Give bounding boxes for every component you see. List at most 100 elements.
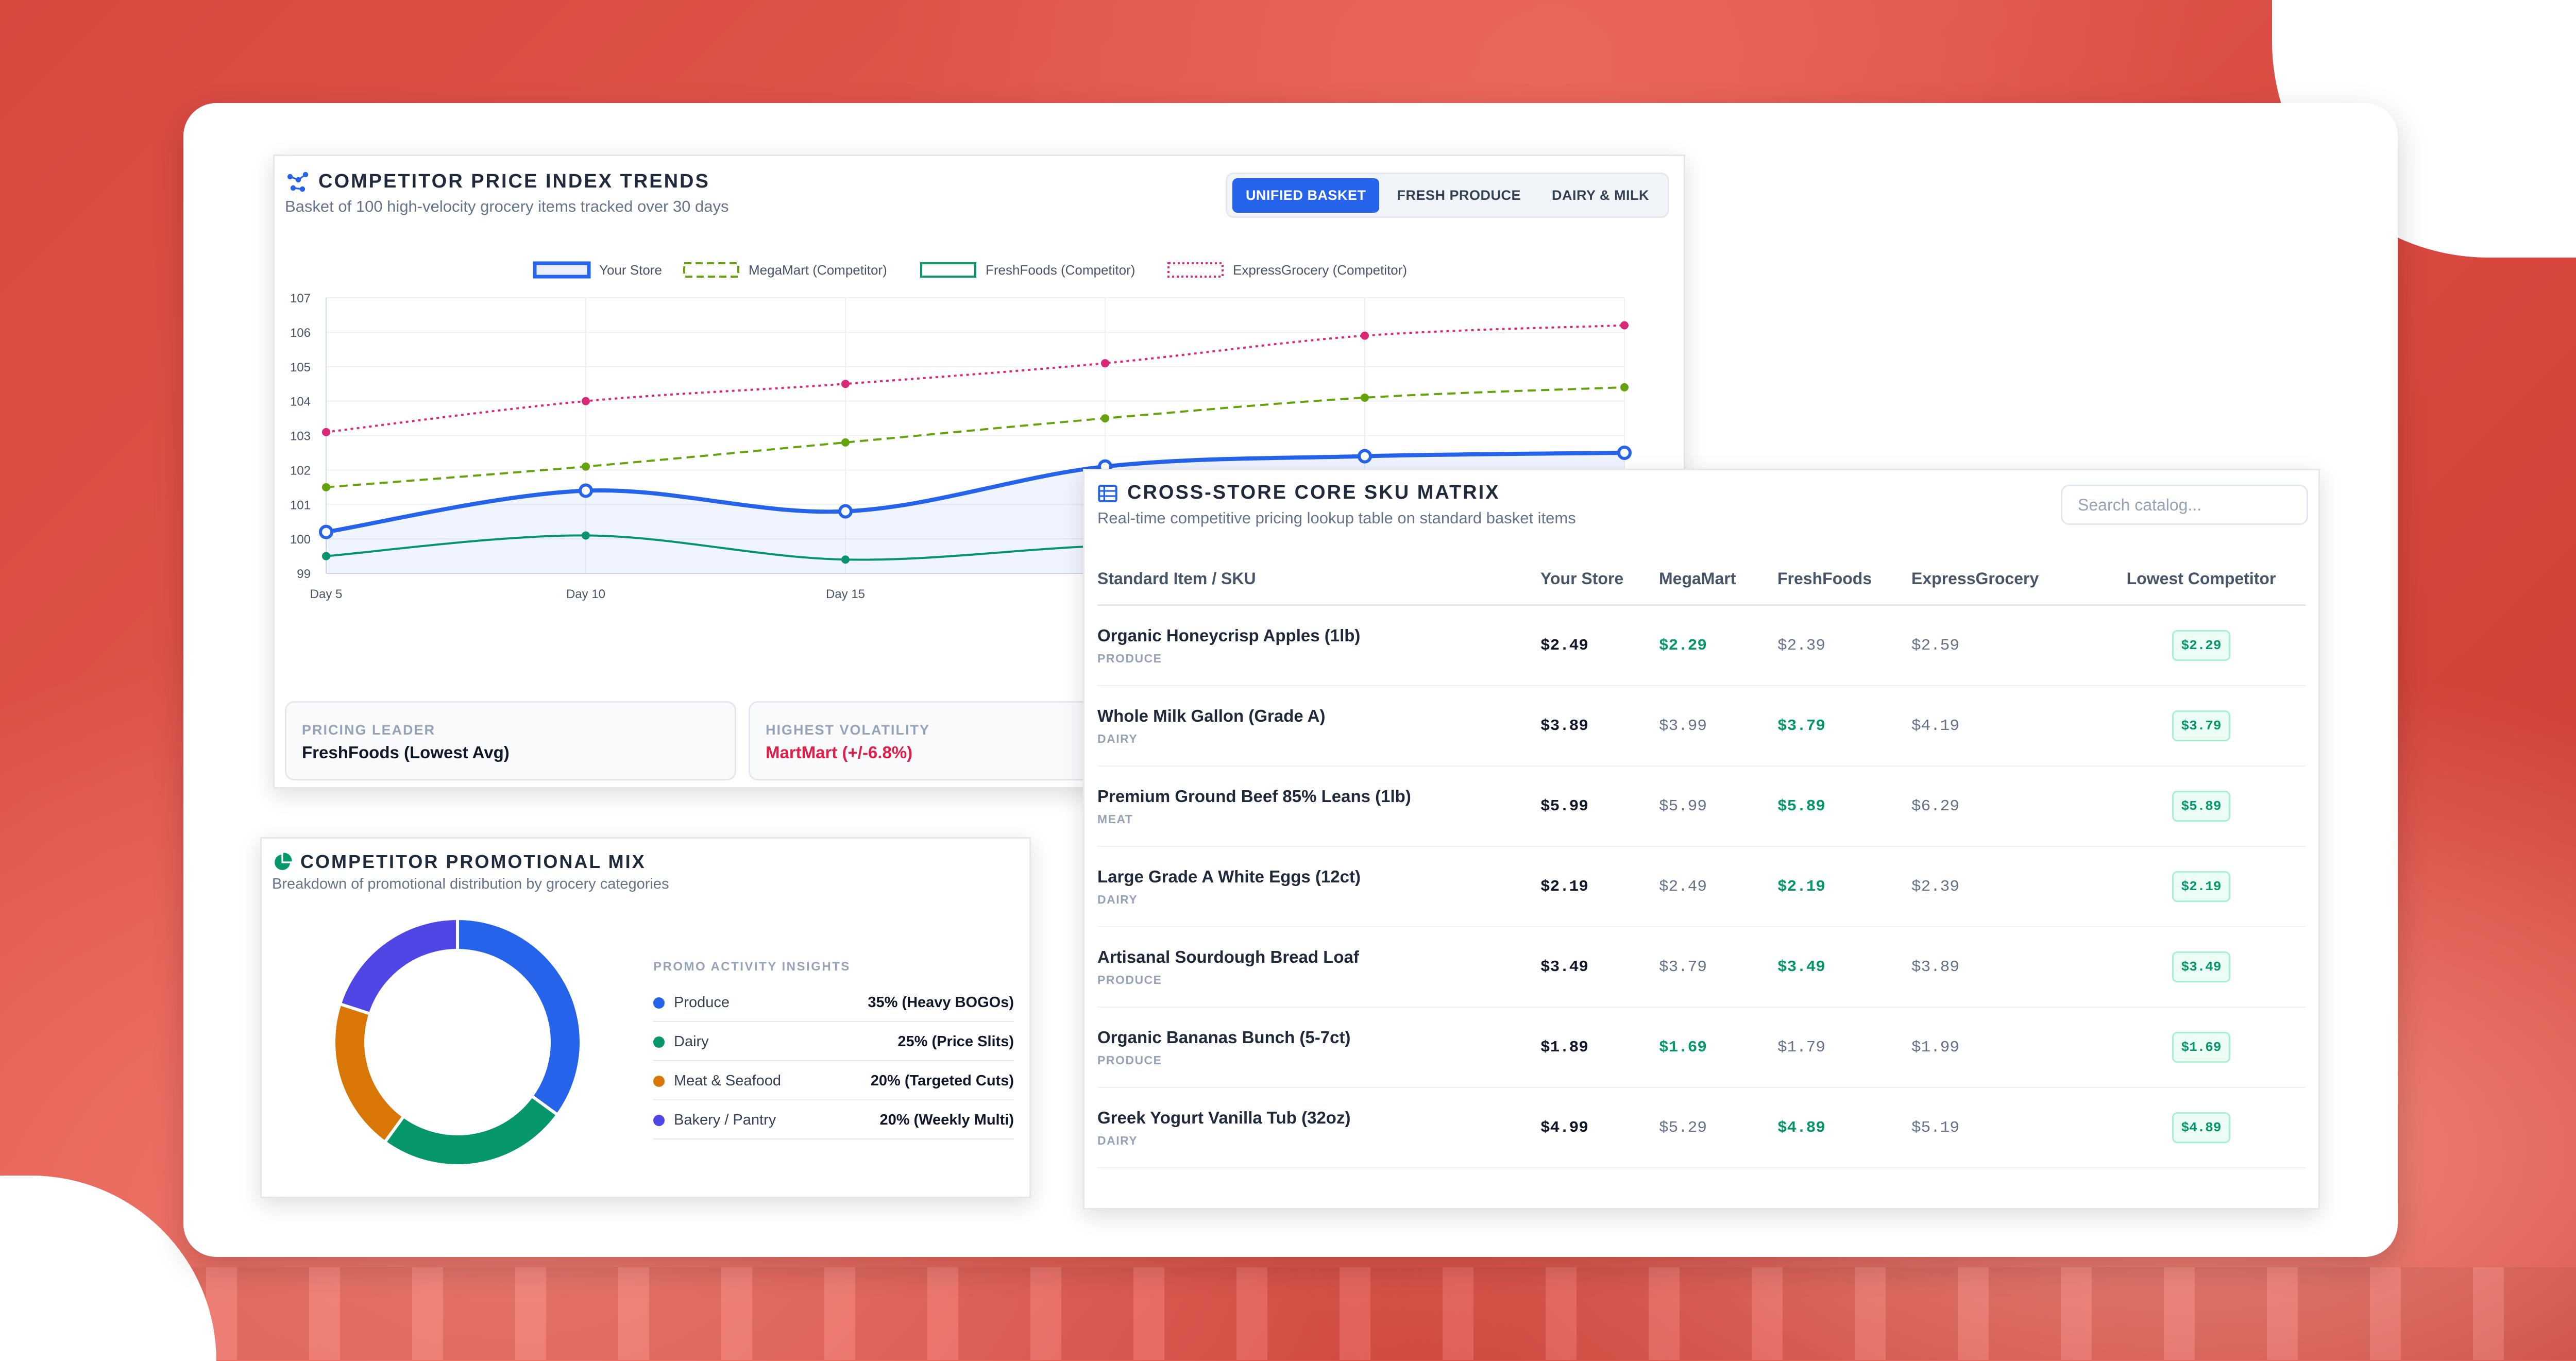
category-name: Bakery / Pantry bbox=[674, 1112, 776, 1128]
legend-swatch[interactable] bbox=[1167, 262, 1224, 278]
freshfoods-price: $1.79 bbox=[1777, 1038, 1826, 1057]
category-share: 20% (Targeted Cuts) bbox=[870, 1073, 1014, 1089]
table-row[interactable]: Organic Bananas Bunch (5-7ct) PRODUCE $1.8… bbox=[1097, 1007, 2306, 1088]
legend-dot bbox=[653, 1076, 665, 1087]
megamart-price: $1.69 bbox=[1659, 1038, 1707, 1057]
series-line bbox=[326, 386, 1625, 488]
series-line bbox=[326, 450, 1625, 534]
data-point[interactable] bbox=[841, 438, 850, 447]
sku-table: Standard Item / SKU Your Store MegaMart … bbox=[1097, 553, 2306, 1168]
lowest-price-badge: $3.49 bbox=[2172, 951, 2230, 982]
expressgrocery-price: $5.19 bbox=[1911, 1118, 1960, 1137]
legend-swatch[interactable] bbox=[533, 261, 591, 279]
promo-donut-chart bbox=[332, 916, 583, 1167]
col-header[interactable]: ExpressGrocery bbox=[1911, 553, 2097, 606]
table-header-row: Standard Item / SKU Your Store MegaMart … bbox=[1097, 553, 2306, 606]
table-row[interactable]: Whole Milk Gallon (Grade A) DAIRY $3.89 $3.… bbox=[1097, 686, 2306, 767]
megamart-price: $5.29 bbox=[1659, 1118, 1707, 1137]
trend-icon bbox=[287, 172, 309, 192]
data-point[interactable] bbox=[582, 462, 590, 471]
legend-swatch[interactable] bbox=[683, 262, 739, 278]
table-row[interactable]: Greek Yogurt Vanilla Tub (32oz) DAIRY $4.9… bbox=[1097, 1087, 2306, 1168]
promo-title: COMPETITOR PROMOTIONAL MIX bbox=[300, 851, 646, 872]
item-name: Organic Bananas Bunch (5-7ct) bbox=[1097, 1027, 1351, 1047]
data-point[interactable] bbox=[841, 555, 850, 564]
expressgrocery-price: $2.59 bbox=[1911, 636, 1960, 655]
megamart-price: $2.49 bbox=[1659, 877, 1707, 896]
expressgrocery-price: $6.29 bbox=[1911, 797, 1960, 815]
megamart-price: $3.99 bbox=[1659, 717, 1707, 735]
x-tick-label: Day 5 bbox=[310, 587, 343, 601]
x-tick-label: Day 10 bbox=[566, 587, 605, 601]
table-row[interactable]: Large Grade A White Eggs (12ct) DAIRY $2.1… bbox=[1097, 846, 2306, 927]
data-point[interactable] bbox=[838, 504, 853, 519]
pie-chart-icon bbox=[275, 853, 292, 870]
data-point[interactable] bbox=[1620, 321, 1629, 330]
item-name: Whole Milk Gallon (Grade A) bbox=[1097, 706, 1326, 725]
y-tick-label: 104 bbox=[290, 395, 311, 409]
your-store-price: $5.99 bbox=[1540, 797, 1589, 815]
col-header[interactable]: FreshFoods bbox=[1777, 553, 1911, 606]
data-point[interactable] bbox=[841, 380, 850, 388]
data-point[interactable] bbox=[582, 397, 590, 405]
legend-dot bbox=[653, 1036, 665, 1048]
data-point[interactable] bbox=[1101, 359, 1109, 368]
your-store-price: $2.49 bbox=[1540, 636, 1589, 655]
search-input[interactable] bbox=[2061, 485, 2308, 525]
category-share: 35% (Heavy BOGOs) bbox=[868, 994, 1014, 1011]
your-store-price: $1.89 bbox=[1540, 1038, 1589, 1057]
lowest-price-badge: $2.29 bbox=[2172, 630, 2230, 661]
matrix-subtitle: Real-time competitive pricing lookup tab… bbox=[1097, 509, 1576, 527]
item-category: MEAT bbox=[1097, 812, 1133, 826]
legend-label: FreshFoods (Competitor) bbox=[986, 262, 1135, 278]
legend-dot bbox=[653, 997, 665, 1009]
col-header[interactable]: Lowest Competitor bbox=[2097, 553, 2306, 606]
donut-slice[interactable] bbox=[332, 1002, 406, 1145]
data-point[interactable] bbox=[1358, 449, 1372, 464]
legend-dot bbox=[653, 1115, 665, 1126]
data-point[interactable] bbox=[1101, 414, 1109, 423]
legend-swatch[interactable] bbox=[920, 262, 976, 278]
legend-label: Your Store bbox=[599, 262, 662, 278]
donut-slice[interactable] bbox=[456, 916, 583, 1117]
data-point[interactable] bbox=[322, 428, 330, 436]
y-tick-label: 106 bbox=[290, 326, 311, 340]
y-tick-label: 99 bbox=[297, 567, 311, 581]
category-name: Dairy bbox=[674, 1033, 709, 1050]
insight-row: Dairy 25% (Price Slits) bbox=[653, 1022, 1014, 1061]
insights-heading: PROMO ACTIVITY INSIGHTS bbox=[653, 960, 851, 974]
item-name: Greek Yogurt Vanilla Tub (32oz) bbox=[1097, 1108, 1351, 1127]
col-header[interactable]: Your Store bbox=[1540, 553, 1659, 606]
lowest-price-badge: $4.89 bbox=[2172, 1112, 2230, 1143]
category-name: Meat & Seafood bbox=[674, 1073, 781, 1089]
donut-slice[interactable] bbox=[382, 1094, 560, 1167]
data-point[interactable] bbox=[1620, 383, 1629, 392]
data-point[interactable] bbox=[1361, 331, 1369, 340]
legend-label: ExpressGrocery (Competitor) bbox=[1233, 262, 1407, 278]
expressgrocery-price: $3.89 bbox=[1911, 958, 1960, 976]
item-name: Artisanal Sourdough Bread Loaf bbox=[1097, 947, 1359, 966]
tab-dairy-milk[interactable]: DAIRY & MILK bbox=[1551, 187, 1649, 203]
table-row[interactable]: Organic Honeycrisp Apples (1lb) PRODUCE $2… bbox=[1097, 605, 2306, 686]
table-row[interactable]: Artisanal Sourdough Bread Loaf PRODUCE $3.… bbox=[1097, 927, 2306, 1008]
megamart-price: $3.79 bbox=[1659, 958, 1707, 976]
data-point[interactable] bbox=[582, 531, 590, 540]
col-header[interactable]: MegaMart bbox=[1659, 553, 1777, 606]
expressgrocery-price: $1.99 bbox=[1911, 1038, 1960, 1057]
donut-slice[interactable] bbox=[337, 916, 459, 1016]
table-row[interactable]: Premium Ground Beef 85% Leans (1lb) MEAT $… bbox=[1097, 766, 2306, 847]
tab-fresh-produce[interactable]: FRESH PRODUCE bbox=[1397, 187, 1521, 203]
your-store-price: $3.49 bbox=[1540, 958, 1589, 976]
megamart-price: $5.99 bbox=[1659, 797, 1707, 815]
data-point[interactable] bbox=[1361, 393, 1369, 402]
tab-unified-basket[interactable]: UNIFIED BASKET bbox=[1232, 178, 1380, 213]
data-point[interactable] bbox=[1617, 445, 1632, 460]
stat-label: PRICING LEADER bbox=[302, 722, 436, 738]
data-point[interactable] bbox=[579, 483, 593, 498]
megamart-price: $2.29 bbox=[1659, 636, 1707, 655]
your-store-price: $3.89 bbox=[1540, 717, 1589, 735]
data-point[interactable] bbox=[322, 483, 330, 491]
data-point[interactable] bbox=[322, 552, 330, 560]
data-point[interactable] bbox=[319, 524, 333, 539]
col-header[interactable]: Standard Item / SKU bbox=[1097, 553, 1540, 606]
